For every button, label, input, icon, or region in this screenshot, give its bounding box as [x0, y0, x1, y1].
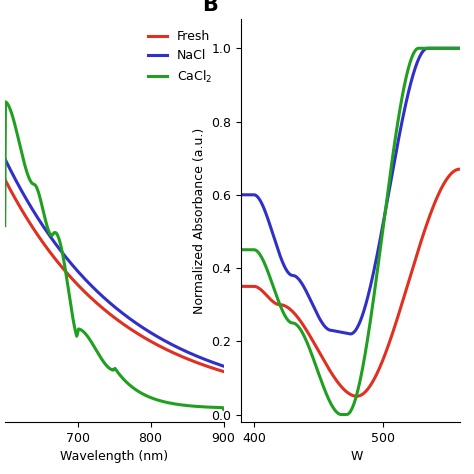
Y-axis label: Normalized Absorbance (a.u.): Normalized Absorbance (a.u.) — [193, 128, 206, 313]
X-axis label: Wavelength (nm): Wavelength (nm) — [60, 450, 168, 463]
X-axis label: W: W — [350, 450, 363, 463]
Text: B: B — [201, 0, 218, 15]
Legend: Fresh, NaCl, CaCl$_2$: Fresh, NaCl, CaCl$_2$ — [143, 25, 217, 90]
